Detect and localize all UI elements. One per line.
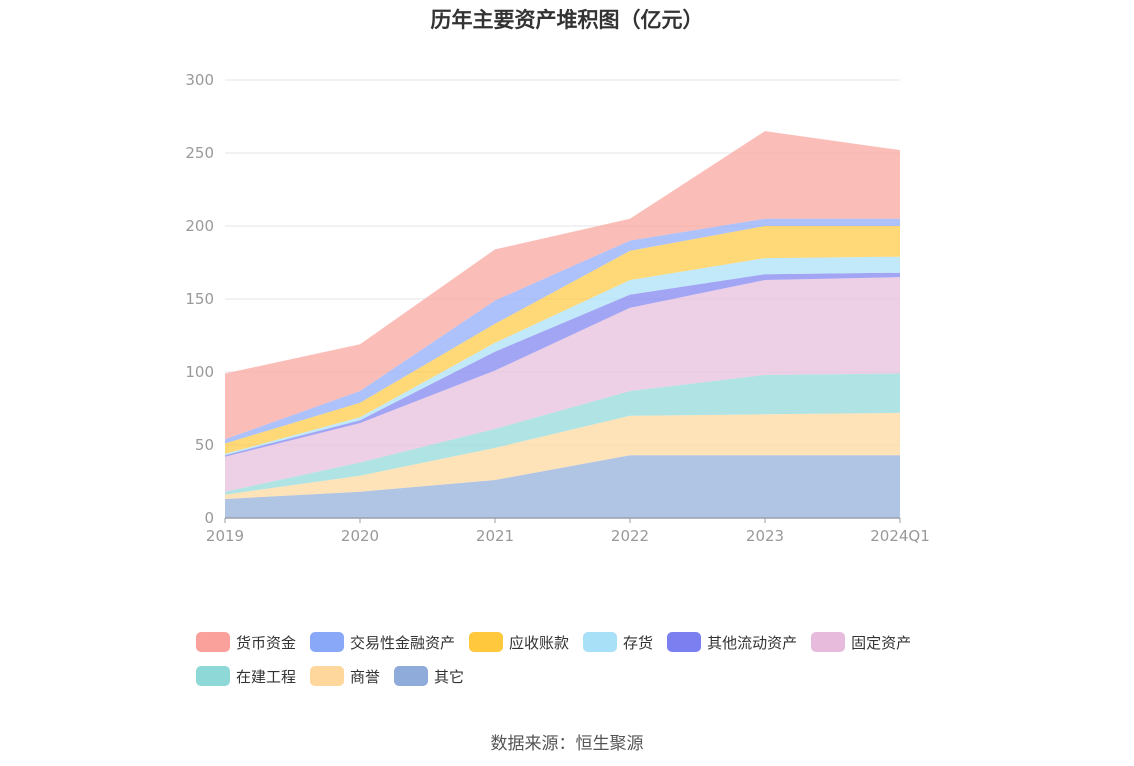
y-tick-label: 150 xyxy=(185,290,214,308)
legend-swatch xyxy=(667,632,702,652)
legend-swatch xyxy=(310,666,345,686)
legend-item[interactable]: 固定资产 xyxy=(811,630,911,654)
legend-label: 其它 xyxy=(434,667,465,686)
area-series-8[interactable] xyxy=(225,131,900,440)
legend-swatch xyxy=(394,666,429,686)
data-source: 数据来源：恒生聚源 xyxy=(490,734,644,754)
y-tick-label: 200 xyxy=(185,217,214,235)
legend-label: 存货 xyxy=(623,633,654,652)
legend-label: 商誉 xyxy=(350,667,381,686)
area-series-4[interactable] xyxy=(225,272,900,457)
x-tick-label: 2020 xyxy=(341,527,379,545)
series-areas xyxy=(225,131,900,518)
area-series-6[interactable] xyxy=(225,226,900,454)
legend-swatch xyxy=(310,632,345,652)
legend-item[interactable]: 其他流动资产 xyxy=(667,630,797,654)
area-series-2[interactable] xyxy=(225,373,900,495)
legend-swatch xyxy=(196,666,230,686)
x-tick-label: 2022 xyxy=(611,527,649,545)
chart-title: 历年主要资产堆积图（亿元） xyxy=(430,8,704,32)
legend-label: 在建工程 xyxy=(236,667,297,686)
x-tick-label: 2019 xyxy=(206,527,244,545)
legend-swatch xyxy=(469,632,504,652)
area-series-7[interactable] xyxy=(225,218,900,444)
legend-item[interactable]: 存货 xyxy=(583,630,653,654)
legend-label: 交易性金融资产 xyxy=(350,633,456,652)
legend-swatch xyxy=(196,632,230,652)
x-tick-label: 2024Q1 xyxy=(870,527,930,545)
chart-area: 0 50 100 150 200 250 300 2019 2020 2021 2022 2023 20… xyxy=(185,71,929,545)
area-series-0[interactable] xyxy=(225,455,900,518)
area-series-3[interactable] xyxy=(225,277,900,492)
y-tick-label: 100 xyxy=(185,363,214,381)
legend-item[interactable]: 货币资金 xyxy=(196,630,296,654)
axes: 0 50 100 150 200 250 300 2019 2020 2021 2022 2023 20… xyxy=(185,71,929,545)
legend-label: 货币资金 xyxy=(236,633,297,652)
legend-swatch xyxy=(811,632,846,652)
y-tick-label: 300 xyxy=(185,71,214,89)
legend-swatch xyxy=(583,632,618,652)
area-series-1[interactable] xyxy=(225,412,900,499)
legend: 货币资金 交易性金融资产 应收账款 存货 其他流动资产 固定资产在建工程 商誉 其它 xyxy=(196,630,956,698)
legend-item[interactable]: 其它 xyxy=(394,664,464,688)
y-tick-label: 250 xyxy=(185,144,214,162)
x-tick-label: 2023 xyxy=(746,527,784,545)
legend-item[interactable]: 在建工程 xyxy=(196,664,296,688)
legend-item[interactable]: 应收账款 xyxy=(469,630,569,654)
legend-label: 应收账款 xyxy=(509,633,570,652)
y-tick-label: 50 xyxy=(195,436,214,454)
x-tick-label: 2021 xyxy=(476,527,514,545)
legend-item[interactable]: 交易性金融资产 xyxy=(310,630,455,654)
legend-label: 固定资产 xyxy=(851,633,912,652)
y-tick-label: 0 xyxy=(204,509,214,527)
legend-item[interactable]: 商誉 xyxy=(310,664,380,688)
legend-label: 其他流动资产 xyxy=(707,633,798,652)
